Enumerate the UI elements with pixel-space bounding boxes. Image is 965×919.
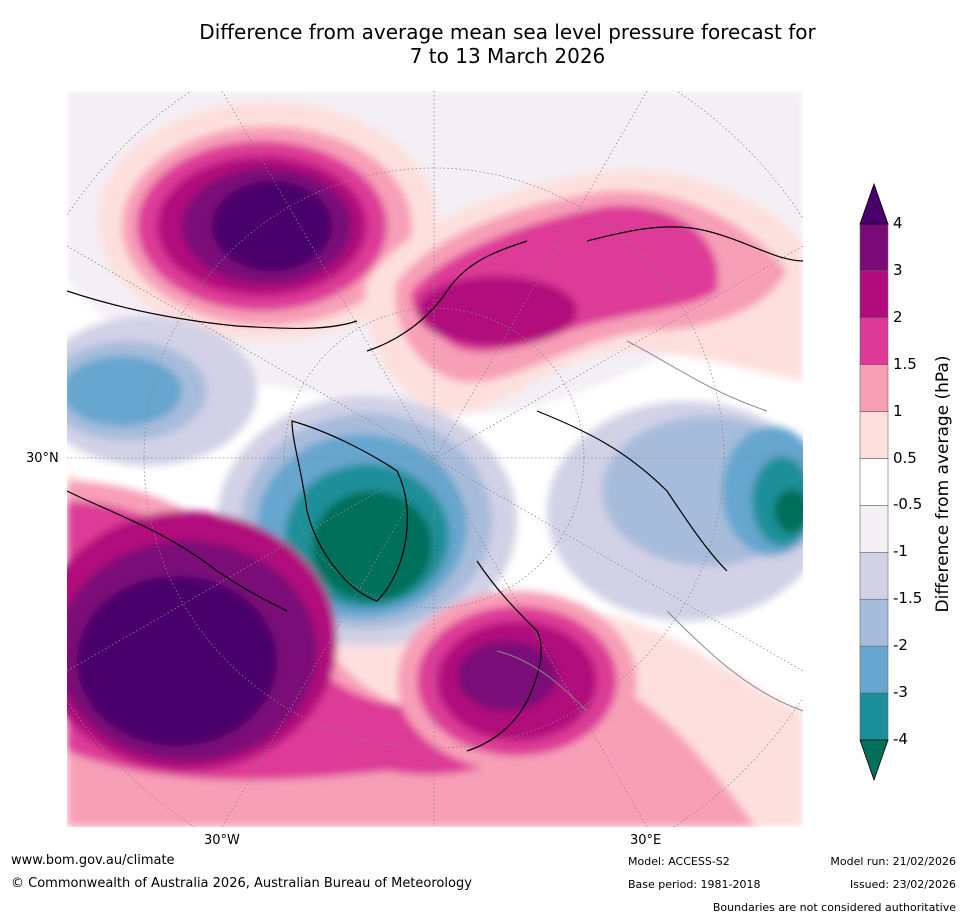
colorbar-swatch [859, 552, 889, 600]
colorbar-swatch [859, 223, 889, 272]
colorbar-swatch [859, 505, 889, 553]
footer-base-period: Base period: 1981-2018 [628, 878, 761, 891]
colorbar-swatch [859, 411, 889, 459]
colorbar-tick-label: 1.5 [893, 354, 917, 373]
colorbar-swatch [859, 270, 889, 319]
footer-model-run: Model run: 21/02/2026 [830, 855, 956, 868]
chart-title: Difference from average mean sea level p… [0, 20, 965, 68]
colorbar-extend-top [859, 182, 889, 225]
colorbar-tick-label: -3 [893, 683, 908, 702]
footer-model: Model: ACCESS-S2 [628, 855, 730, 868]
colorbar-tick-label: -2 [893, 636, 908, 655]
title-line-2: 7 to 13 March 2026 [409, 44, 606, 68]
title-line-1: Difference from average mean sea level p… [199, 20, 816, 44]
pressure-anomaly-map [67, 91, 803, 827]
colorbar-tick-label: -0.5 [893, 495, 923, 514]
high-alaska-6 [212, 181, 332, 271]
footer-issued: Issued: 23/02/2026 [849, 878, 956, 891]
low-greenland-5 [312, 491, 432, 601]
high-europe-4 [457, 641, 557, 711]
colorbar-extend-bottom [859, 739, 889, 782]
colorbar-swatch [859, 645, 889, 694]
footer-disclaimer: Boundaries are not considered authoritat… [712, 901, 956, 914]
colorbar-swatch [859, 458, 889, 506]
colorbar-swatch [859, 364, 889, 412]
colorbar-tick-label: 4 [893, 214, 903, 232]
colorbar-title: Difference from average (hPa) [933, 355, 953, 613]
graticule [67, 91, 803, 827]
lon-label-30e: 30°E [630, 833, 662, 848]
low-eurasia-5 [774, 489, 803, 533]
colorbar-tick-label: 2 [893, 307, 903, 326]
colorbar-tick-label: -1.5 [893, 589, 923, 608]
colorbar-tick-label: 0.5 [893, 448, 917, 467]
colorbar-tick-label: 1 [893, 401, 903, 420]
coastlines [67, 226, 803, 752]
colorbar-swatch [859, 692, 889, 741]
footer-url[interactable]: www.bom.gov.au/climate [11, 853, 175, 868]
colorbar-swatch [859, 598, 889, 647]
lat-label-30n: 30°N [26, 451, 59, 466]
high-siberia-4 [417, 276, 577, 346]
colorbar-tick-label: -4 [893, 730, 908, 748]
low-pacific-3 [67, 356, 182, 426]
borders [496, 340, 803, 712]
colorbar-swatch [859, 317, 889, 366]
lon-label-30w: 30°W [204, 833, 240, 848]
colorbar-tick-label: 3 [893, 260, 903, 279]
footer-copyright: © Commonwealth of Australia 2026, Austra… [11, 876, 472, 891]
colorbar-tick-label: -1 [893, 542, 908, 561]
high-npacific-5 [77, 576, 277, 746]
